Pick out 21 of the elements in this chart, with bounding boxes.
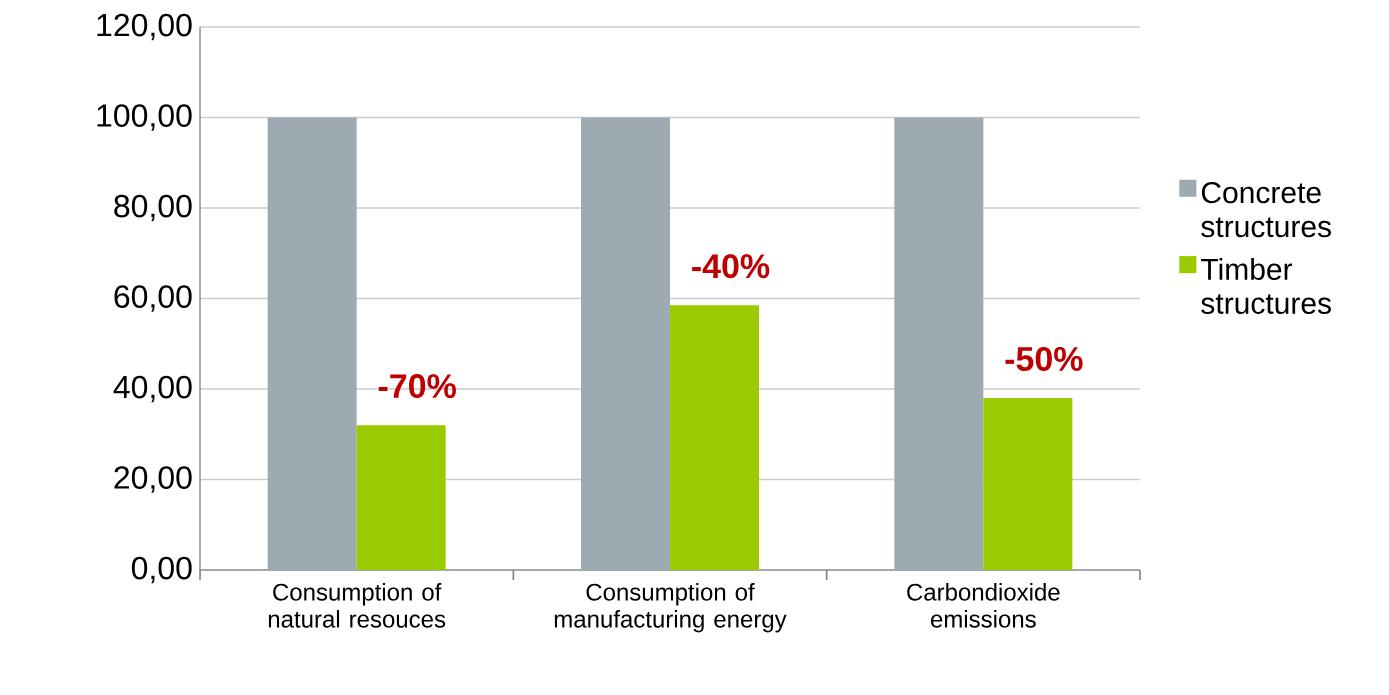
y-tick-label: 80,00 — [114, 194, 192, 222]
bar — [670, 305, 759, 570]
legend-label: Timber structures — [1201, 257, 1331, 314]
bar — [894, 117, 984, 570]
x-tick-label: Consumption of natural resouces — [268, 583, 446, 628]
y-tick-label: 0,00 — [131, 556, 192, 584]
bar — [983, 398, 1073, 570]
x-tick-label: Consumption of manufacturing energy — [554, 583, 787, 633]
y-tick-label: 40,00 — [113, 375, 192, 403]
y-tick-label: 100,00 — [97, 104, 192, 131]
y-tick-label: 20,00 — [114, 466, 192, 493]
bar — [267, 117, 357, 570]
bar — [581, 117, 670, 570]
y-tick-label: 120,00 — [97, 13, 192, 41]
annotation: -70% — [378, 374, 456, 399]
annotation: -40% — [692, 254, 770, 279]
bar — [356, 425, 446, 570]
x-tick-label: Carbondioxide emissions — [907, 583, 1060, 628]
y-tick-label: 60,00 — [114, 285, 192, 312]
annotation: -50% — [1005, 346, 1083, 371]
legend-label: Concrete structures — [1201, 182, 1331, 238]
